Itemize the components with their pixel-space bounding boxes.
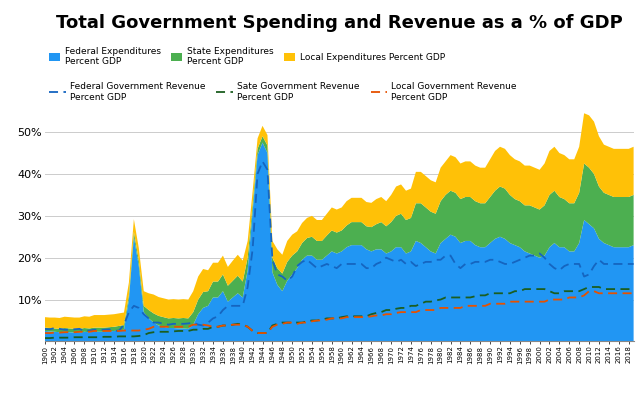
Title: Total Government Spending and Revenue as a % of GDP: Total Government Spending and Revenue as… [56, 14, 623, 32]
Legend: Federal Government Revenue
Percent GDP, Sate Government Revenue
Percent GDP, Loc: Federal Government Revenue Percent GDP, … [49, 82, 516, 102]
